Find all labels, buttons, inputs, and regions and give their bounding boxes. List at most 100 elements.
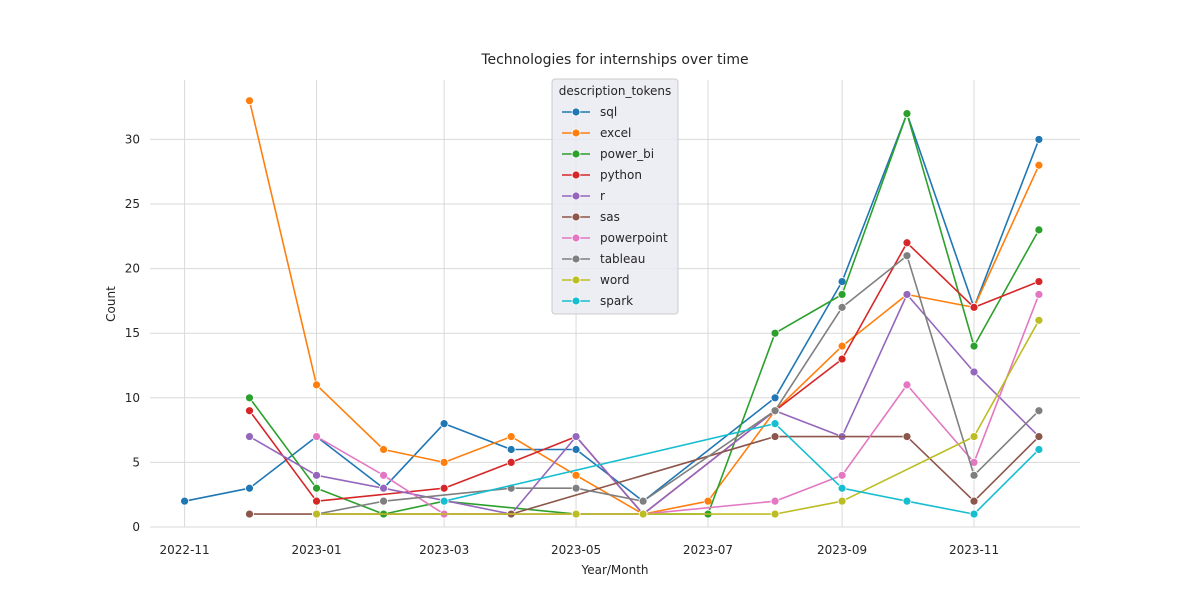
- data-point: [180, 496, 190, 506]
- data-point: [969, 341, 979, 351]
- legend-marker: [571, 191, 581, 201]
- data-point: [245, 96, 254, 106]
- data-point: [1034, 445, 1044, 454]
- x-axis-title: Year/Month: [580, 563, 648, 577]
- y-tick-label: 5: [132, 455, 140, 469]
- data-point: [439, 458, 449, 467]
- data-point: [379, 483, 388, 493]
- legend-marker: [571, 107, 581, 117]
- legend-label: python: [600, 168, 642, 182]
- legend-label: spark: [600, 294, 633, 308]
- y-tick-labels: 0 5 10 15 20 25 30: [125, 132, 140, 534]
- data-point: [837, 302, 847, 312]
- series-spark: [439, 419, 1044, 519]
- legend-item: r: [562, 189, 605, 203]
- data-point: [245, 406, 254, 416]
- data-point: [506, 458, 516, 467]
- legend-marker: [571, 149, 581, 159]
- data-point: [571, 483, 581, 493]
- y-tick-label: 25: [125, 197, 140, 211]
- legend: description_tokens sql excel power_bipytho…: [551, 78, 679, 315]
- data-point: [245, 393, 254, 403]
- data-point: [837, 277, 847, 286]
- data-point: [379, 470, 388, 480]
- data-point: [902, 251, 912, 261]
- data-point: [837, 470, 847, 480]
- legend-marker: [571, 212, 581, 222]
- series-layer: [180, 96, 1044, 519]
- data-point: [1034, 290, 1044, 299]
- data-point: [1034, 277, 1044, 286]
- data-point: [312, 470, 321, 480]
- series-word: [312, 315, 1044, 519]
- legend-marker: [571, 254, 581, 264]
- data-point: [312, 509, 321, 519]
- series-line: [443, 422, 1040, 515]
- data-point: [245, 432, 254, 441]
- legend-marker: [571, 128, 581, 138]
- legend-marker: [571, 170, 581, 180]
- series-line: [316, 254, 1040, 515]
- x-tick-label: 2023-09: [817, 543, 867, 557]
- data-point: [969, 509, 979, 519]
- data-point: [770, 432, 780, 441]
- data-point: [837, 341, 847, 351]
- data-point: [969, 496, 979, 506]
- y-tick-label: 0: [132, 520, 140, 534]
- x-tick-label: 2022-11: [160, 543, 210, 557]
- data-point: [703, 496, 713, 506]
- data-point: [902, 238, 912, 248]
- data-point: [969, 470, 979, 480]
- legend-label: sas: [600, 210, 620, 224]
- data-point: [506, 432, 516, 441]
- data-point: [902, 432, 912, 441]
- data-point: [770, 328, 780, 338]
- data-point: [969, 432, 979, 441]
- data-point: [770, 406, 780, 416]
- data-point: [902, 109, 912, 118]
- data-point: [312, 483, 321, 493]
- data-point: [439, 483, 449, 493]
- legend-marker: [571, 233, 581, 243]
- data-point: [1034, 135, 1044, 144]
- data-point: [770, 496, 780, 506]
- data-point: [245, 509, 254, 519]
- legend-marker: [571, 296, 581, 306]
- legend-label: tableau: [600, 252, 645, 266]
- data-point: [837, 354, 847, 364]
- data-point: [1034, 432, 1044, 441]
- data-point: [379, 445, 388, 454]
- legend-item: sql: [562, 105, 617, 119]
- x-tick-label: 2023-01: [291, 543, 341, 557]
- data-point: [902, 380, 912, 390]
- data-point: [837, 483, 847, 493]
- legend-item: excel: [562, 126, 631, 140]
- legend-title: description_tokens: [559, 84, 672, 98]
- data-point: [1034, 160, 1044, 170]
- data-point: [969, 367, 979, 377]
- data-point: [770, 509, 780, 519]
- legend-label: powerpoint: [600, 231, 668, 245]
- legend-box: [551, 78, 679, 315]
- data-point: [571, 509, 581, 519]
- data-point: [902, 290, 912, 299]
- data-point: [245, 483, 254, 493]
- legend-label: word: [600, 273, 630, 287]
- data-point: [571, 470, 581, 480]
- data-point: [439, 419, 449, 429]
- x-tick-label: 2023-07: [683, 543, 733, 557]
- legend-label: power_bi: [600, 147, 654, 161]
- data-point: [770, 419, 780, 429]
- x-tick-label: 2023-11: [949, 543, 999, 557]
- data-point: [770, 393, 780, 403]
- x-tick-labels: 2022-11 2023-01 2023-03 2023-05 2023-07 2023-…: [160, 543, 1000, 557]
- data-point: [312, 432, 321, 441]
- legend-item: powerpoint: [562, 231, 668, 245]
- legend-label: excel: [600, 126, 631, 140]
- y-tick-label: 10: [125, 391, 140, 405]
- data-point: [837, 496, 847, 506]
- legend-item: word: [562, 273, 630, 287]
